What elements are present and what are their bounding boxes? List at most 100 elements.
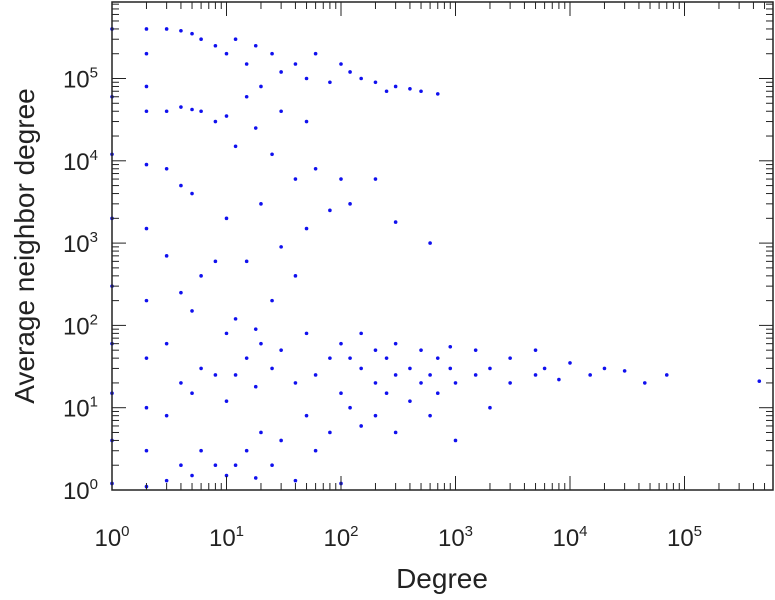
data-point	[259, 341, 263, 346]
data-point	[164, 254, 169, 258]
data-point	[419, 381, 423, 385]
data-point	[179, 381, 183, 385]
data-point	[179, 290, 183, 295]
data-point	[270, 51, 274, 56]
data-point	[313, 373, 318, 377]
data-point	[144, 162, 149, 167]
data-point	[568, 361, 572, 365]
data-point	[359, 76, 363, 81]
data-point	[224, 216, 229, 221]
data-point	[213, 259, 218, 264]
data-point	[393, 373, 398, 377]
data-point	[304, 119, 309, 124]
data-point	[244, 62, 249, 66]
data-point	[642, 381, 647, 385]
data-point	[144, 405, 149, 410]
data-point	[359, 424, 363, 428]
data-point	[384, 391, 389, 396]
data-point	[259, 430, 263, 435]
tick-label: 105	[667, 523, 702, 552]
data-point	[419, 348, 423, 352]
data-point	[435, 92, 440, 96]
plot-frame	[111, 1, 774, 491]
data-point	[453, 381, 458, 385]
tick-labels: 100 101 102 103 104 105 100 101 102 103 104 105	[63, 65, 702, 553]
data-point	[144, 356, 149, 360]
data-point	[453, 438, 458, 443]
tick-label: 105	[63, 65, 98, 94]
data-point	[328, 208, 332, 213]
tick-label: 100	[94, 523, 129, 552]
data-point	[270, 463, 274, 468]
data-point	[393, 220, 398, 224]
data-point	[233, 373, 238, 377]
data-point	[588, 373, 592, 377]
data-point	[164, 478, 169, 483]
data-point	[339, 391, 343, 396]
data-point	[179, 28, 183, 33]
data-point	[304, 226, 309, 231]
data-point	[508, 381, 512, 385]
data-point	[144, 51, 149, 56]
data-point	[233, 144, 238, 149]
data-point	[508, 356, 512, 360]
data-point	[164, 166, 169, 171]
data-point	[213, 373, 218, 377]
tick-label: 102	[63, 311, 98, 340]
data-point	[144, 27, 149, 31]
data-point	[164, 109, 169, 114]
data-point	[348, 405, 352, 410]
data-point	[313, 51, 318, 56]
data-point	[339, 62, 343, 66]
data-point	[313, 166, 318, 171]
data-point	[428, 241, 432, 245]
data-point	[144, 448, 149, 453]
data-point	[419, 89, 423, 94]
data-point	[359, 331, 363, 336]
data-point	[328, 430, 332, 435]
data-point	[359, 366, 363, 371]
data-point	[233, 317, 238, 321]
data-point	[373, 413, 378, 418]
data-point	[304, 413, 309, 418]
data-point	[270, 298, 274, 303]
data-point	[339, 341, 343, 346]
tick-label: 102	[323, 523, 358, 552]
data-point	[253, 43, 258, 48]
data-point	[393, 341, 398, 346]
data-point	[199, 274, 203, 278]
data-point	[279, 109, 283, 114]
data-point	[253, 476, 258, 480]
data-point	[253, 327, 258, 331]
data-point	[428, 373, 432, 377]
data-point	[757, 379, 762, 383]
data-point	[213, 463, 218, 468]
data-point	[179, 105, 183, 109]
data-point	[373, 177, 378, 181]
data-point	[144, 226, 149, 231]
data-point	[488, 405, 492, 410]
data-point	[473, 348, 478, 352]
data-point	[244, 448, 249, 453]
tick-label: 101	[63, 394, 98, 423]
data-point	[253, 126, 258, 130]
data-point	[602, 366, 607, 371]
data-point	[313, 448, 318, 453]
data-point	[408, 399, 412, 403]
data-point	[224, 473, 229, 478]
data-point	[164, 341, 169, 346]
tick-label: 104	[63, 147, 98, 176]
data-point	[224, 51, 229, 56]
data-point	[293, 381, 298, 385]
data-point	[428, 413, 432, 418]
data-point	[373, 348, 378, 352]
data-point	[435, 356, 440, 360]
data-point	[279, 438, 283, 443]
data-point	[279, 348, 283, 352]
data-point	[384, 89, 389, 94]
data-point	[408, 86, 412, 91]
data-point	[393, 430, 398, 435]
data-point	[328, 356, 332, 360]
data-point	[384, 356, 389, 360]
